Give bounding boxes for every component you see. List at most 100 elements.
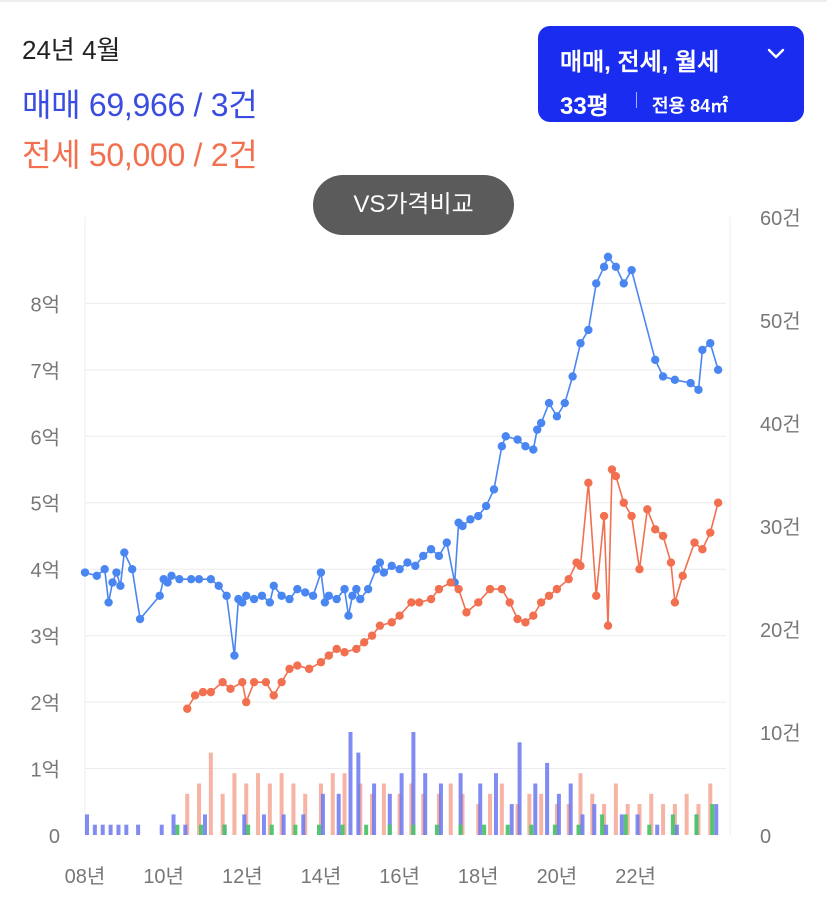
series-point-sale bbox=[694, 385, 703, 394]
series-point-sale bbox=[474, 511, 483, 521]
series-point-sale bbox=[112, 568, 121, 577]
series-point-jeonse bbox=[698, 545, 707, 554]
y-left-tick-label: 4억 bbox=[30, 559, 60, 582]
filter-exclusive-area: 전용 84㎡ bbox=[652, 96, 729, 116]
y-left-tick-label: 0 bbox=[49, 826, 60, 848]
series-point-sale bbox=[230, 651, 239, 660]
series-point-jeonse bbox=[434, 584, 444, 594]
volume-bar-rent bbox=[175, 824, 180, 835]
volume-bar-rent bbox=[694, 814, 699, 835]
series-point-jeonse bbox=[497, 584, 507, 594]
series-point-sale bbox=[698, 345, 707, 355]
series-point-jeonse bbox=[277, 677, 286, 687]
jeonse-summary: 전세 50,000 / 2건 bbox=[22, 137, 258, 173]
volume-bar-sale bbox=[568, 783, 573, 835]
series-point-sale bbox=[706, 339, 715, 348]
volume-bar-rent bbox=[434, 824, 439, 835]
series-point-sale bbox=[163, 578, 172, 587]
series-point-sale bbox=[249, 594, 259, 604]
series-point-sale bbox=[344, 611, 353, 620]
trade-type-filter-button[interactable]: 매매, 전세, 월세 33평 전용 84㎡ bbox=[538, 26, 804, 122]
volume-bar-jeonse bbox=[684, 793, 689, 835]
volume-bar-sale bbox=[242, 814, 247, 835]
volume-bar-sale bbox=[85, 814, 89, 835]
series-point-sale bbox=[395, 564, 404, 574]
volume-bar-sale bbox=[399, 773, 404, 835]
volume-bar-jeonse bbox=[649, 793, 654, 835]
series-point-jeonse bbox=[706, 528, 715, 537]
series-point-jeonse bbox=[261, 677, 271, 687]
series-point-sale bbox=[513, 435, 522, 444]
series-point-jeonse bbox=[183, 704, 192, 713]
series-point-jeonse bbox=[666, 558, 676, 567]
series-point-sale bbox=[92, 571, 101, 581]
series-point-jeonse bbox=[387, 618, 396, 627]
series-point-sale bbox=[442, 538, 451, 547]
filter-separator bbox=[636, 92, 637, 108]
x-tick-label: 12년 bbox=[222, 865, 263, 888]
x-tick-label: 16년 bbox=[379, 865, 420, 888]
series-point-jeonse bbox=[407, 598, 416, 607]
x-tick-label: 22년 bbox=[615, 865, 656, 888]
series-point-jeonse bbox=[690, 538, 699, 547]
series-point-sale bbox=[387, 561, 396, 571]
series-point-jeonse bbox=[611, 471, 621, 481]
series-point-sale bbox=[686, 378, 695, 388]
series-point-jeonse bbox=[584, 478, 593, 488]
series-point-sale bbox=[222, 591, 231, 600]
volume-bar-jeonse bbox=[208, 752, 213, 835]
volume-bar-rent bbox=[505, 824, 510, 835]
series-point-jeonse bbox=[713, 498, 723, 507]
volume-bar-rent bbox=[482, 824, 487, 835]
series-point-sale bbox=[619, 279, 628, 288]
series-point-sale bbox=[434, 551, 444, 561]
volume-bar-jeonse bbox=[220, 793, 225, 835]
series-point-jeonse bbox=[293, 661, 302, 670]
series-point-sale bbox=[592, 279, 601, 288]
series-point-sale bbox=[100, 564, 109, 574]
series-point-jeonse bbox=[249, 677, 259, 687]
series-point-sale bbox=[466, 515, 475, 524]
series-point-sale bbox=[238, 598, 247, 607]
volume-bar-jeonse bbox=[661, 804, 666, 835]
series-point-sale bbox=[80, 568, 90, 577]
series-point-jeonse bbox=[198, 687, 208, 697]
series-point-jeonse bbox=[603, 621, 613, 630]
series-point-sale bbox=[135, 614, 145, 624]
volume-bar-rent bbox=[529, 824, 534, 835]
series-point-sale bbox=[533, 425, 542, 434]
volume-bar-rent bbox=[269, 824, 274, 835]
series-point-sale bbox=[108, 578, 117, 587]
series-point-jeonse bbox=[190, 691, 200, 700]
series-point-jeonse bbox=[269, 691, 278, 700]
y-right-tick-label: 30건 bbox=[760, 516, 801, 539]
volume-bar-sale bbox=[124, 824, 129, 835]
series-point-jeonse bbox=[485, 584, 495, 594]
x-tick-label: 20년 bbox=[537, 865, 578, 888]
series-point-jeonse bbox=[576, 561, 585, 571]
volume-bar-sale bbox=[372, 783, 377, 835]
series-point-jeonse bbox=[607, 465, 617, 474]
volume-bar-jeonse bbox=[539, 793, 544, 835]
series-point-sale bbox=[186, 574, 196, 584]
series-point-sale bbox=[670, 375, 680, 385]
series-point-sale bbox=[116, 581, 125, 591]
series-point-jeonse bbox=[360, 638, 369, 647]
series-point-sale bbox=[627, 265, 636, 275]
series-point-jeonse bbox=[395, 611, 404, 620]
series-point-sale bbox=[127, 564, 137, 574]
series-point-jeonse bbox=[415, 598, 424, 607]
series-point-jeonse bbox=[552, 584, 562, 594]
series-point-sale bbox=[348, 591, 357, 600]
volume-bar-sale bbox=[423, 773, 428, 835]
series-point-sale bbox=[363, 584, 373, 594]
volume-bar-jeonse bbox=[578, 773, 583, 835]
series-point-sale bbox=[242, 591, 251, 600]
volume-bar-jeonse bbox=[330, 773, 335, 835]
series-point-sale bbox=[544, 398, 554, 408]
volume-bar-rent bbox=[710, 804, 715, 835]
volume-bar-rent bbox=[387, 824, 392, 835]
series-point-sale bbox=[418, 551, 428, 561]
volume-bar-sale bbox=[320, 793, 325, 835]
vs-compare-button[interactable]: VS가격비교 bbox=[313, 175, 514, 235]
